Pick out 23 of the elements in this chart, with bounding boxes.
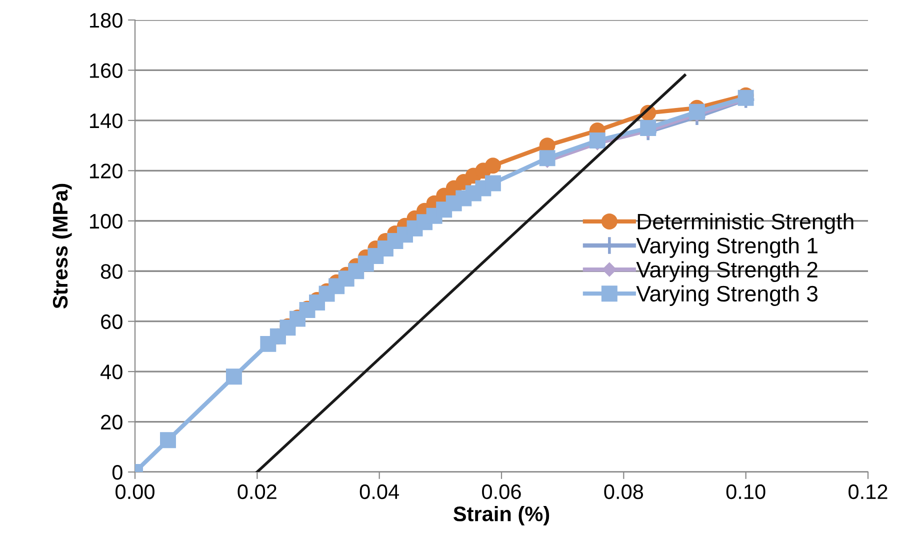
y-tick-label: 160 <box>90 63 122 78</box>
y-tick-label: 20 <box>101 414 122 430</box>
legend-label: Varying Strength 3 <box>636 285 818 306</box>
legend-label: Varying Strength 2 <box>636 261 818 282</box>
legend-label: Varying Strength 1 <box>636 237 818 258</box>
y-tick-label: 80 <box>100 264 122 279</box>
x-tick-label: 0.12 <box>848 484 888 500</box>
x-tick-label: 0.08 <box>604 484 644 500</box>
y-tick-label: 180 <box>90 13 122 28</box>
x-tick-label: 0.06 <box>482 484 521 500</box>
y-tick-label: 100 <box>90 214 122 229</box>
y-axis-title: Stress (MPa) <box>52 184 72 308</box>
x-axis-title: Strain (%) <box>453 506 550 526</box>
y-tick-label: 0 <box>112 465 122 480</box>
x-tick-label: 0.02 <box>238 484 276 500</box>
y-tick-label: 120 <box>90 164 122 178</box>
y-tick-label: 40 <box>100 364 122 380</box>
y-tick-label: 60 <box>101 314 122 330</box>
legend-label: Deterministic Strength <box>638 213 854 234</box>
x-tick-label: 0.10 <box>726 484 766 500</box>
x-tick-label: 0.04 <box>360 484 399 500</box>
x-tick-label: 0.00 <box>116 484 154 500</box>
y-tick-label: 140 <box>90 113 122 128</box>
